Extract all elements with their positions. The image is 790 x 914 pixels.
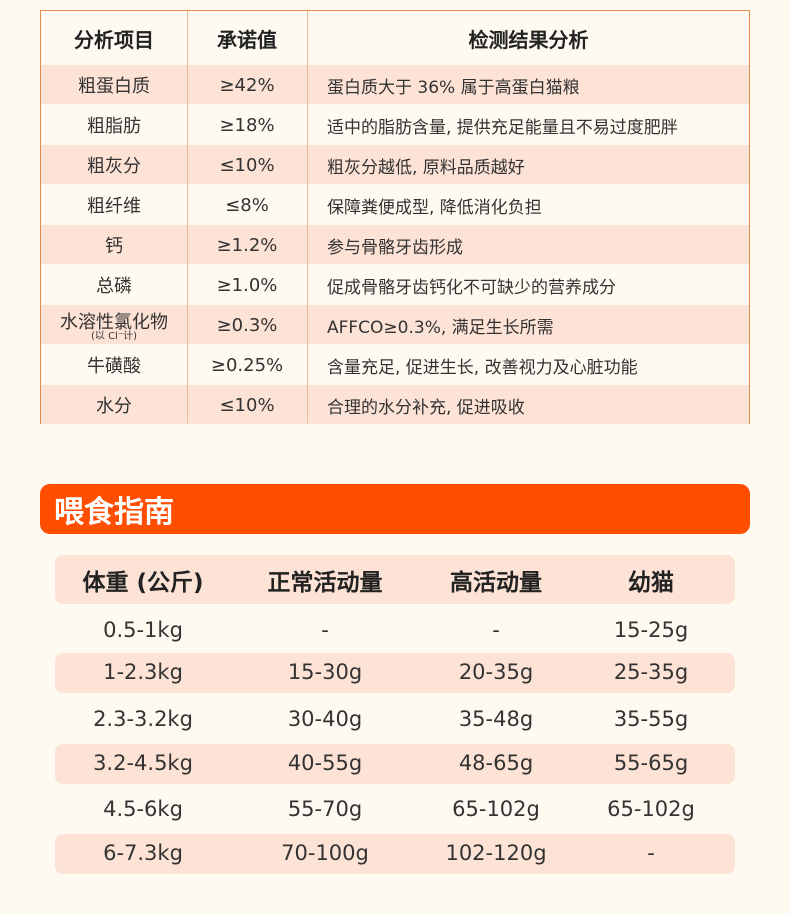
row-analysis: 保障粪便成型, 降低消化负担	[327, 197, 542, 218]
row-item: 粗蛋白质	[78, 76, 150, 97]
row-value: ≤10%	[219, 154, 275, 176]
row-cell: -	[492, 618, 500, 642]
row-cell: 4.5-6kg	[103, 797, 183, 821]
row-analysis: 蛋白质大于 36% 属于高蛋白猫粮	[327, 77, 580, 98]
row-cell: 15-25g	[613, 618, 689, 642]
row-value: ≥0.25%	[210, 354, 284, 376]
row-cell: 48-65g	[458, 751, 534, 775]
row-item: 粗脂肪	[87, 116, 141, 137]
row-cell: 3.2-4.5kg	[93, 751, 193, 775]
row-cell: -	[647, 841, 655, 865]
row-bg	[55, 744, 735, 784]
row-cell: 0.5-1kg	[103, 618, 183, 642]
row-cell: 6-7.3kg	[103, 841, 183, 865]
row-cell: 30-40g	[287, 707, 363, 731]
row-cell: 55-65g	[613, 751, 689, 775]
row-value: ≥1.2%	[216, 234, 278, 256]
row-value: ≥18%	[219, 114, 275, 136]
divider	[187, 11, 188, 423]
row-analysis: 合理的水分补充, 促进吸收	[327, 397, 525, 418]
row-analysis: 适中的脂肪含量, 提供充足能量且不易过度肥胖	[327, 117, 678, 138]
row-cell: 25-35g	[613, 660, 689, 684]
row-cell: 20-35g	[458, 660, 534, 684]
row-analysis: 促成骨骼牙齿钙化不可缺少的营养成分	[327, 277, 616, 298]
row-value: ≤8%	[225, 194, 269, 216]
row-bg	[41, 145, 749, 184]
row-cell: 2.3-3.2kg	[93, 707, 193, 731]
row-cell: 70-100g	[281, 841, 369, 865]
header-cell: 分析项目	[74, 27, 154, 52]
row-cell: 15-30g	[287, 660, 363, 684]
row-cell: 102-120g	[445, 841, 547, 865]
row-cell: 1-2.3kg	[103, 660, 183, 684]
header-cell: 承诺值	[217, 27, 277, 52]
row-analysis: 参与骨骼牙齿形成	[327, 237, 463, 258]
row-item-note: (以 Cl⁻计)	[90, 330, 138, 342]
row-item: 水溶性氯化物	[60, 312, 168, 333]
row-bg	[41, 385, 749, 424]
row-bg	[55, 653, 735, 693]
header-cell: 幼猫	[628, 569, 674, 596]
row-item: 总磷	[96, 276, 132, 297]
row-bg	[55, 834, 735, 874]
row-value: ≥42%	[219, 74, 275, 96]
section-title: 喂食指南	[40, 484, 750, 534]
row-bg	[41, 305, 749, 344]
row-bg	[41, 225, 749, 264]
row-item: 水分	[96, 396, 132, 417]
row-cell: -	[321, 618, 329, 642]
row-cell: 35-48g	[458, 707, 534, 731]
row-cell: 35-55g	[613, 707, 689, 731]
row-cell: 65-102g	[452, 797, 540, 821]
header-cell: 检测结果分析	[468, 27, 589, 52]
nutrition-table: 分析项目 承诺值 检测结果分析粗蛋白质 ≥42% 蛋白质大于 36% 属于高蛋白猫粮粗脂…	[40, 10, 750, 424]
row-item: 钙	[105, 236, 123, 257]
row-item: 牛磺酸	[87, 356, 141, 377]
header-cell: 体重 (公斤)	[82, 569, 204, 596]
row-value: ≥0.3%	[216, 314, 278, 336]
row-bg	[41, 65, 749, 104]
row-value: ≤10%	[219, 394, 275, 416]
divider	[307, 11, 308, 423]
row-cell: 65-102g	[607, 797, 695, 821]
row-item: 粗纤维	[87, 196, 141, 217]
row-analysis: AFFCO≥0.3%, 满足生长所需	[327, 317, 554, 338]
row-cell: 55-70g	[287, 797, 363, 821]
header-cell: 高活动量	[450, 569, 542, 596]
row-analysis: 粗灰分越低, 原料品质越好	[327, 157, 525, 178]
row-item: 粗灰分	[87, 156, 141, 177]
header-cell: 正常活动量	[267, 569, 383, 596]
row-cell: 40-55g	[287, 751, 363, 775]
header-bg	[55, 555, 735, 604]
row-analysis: 含量充足, 促进生长, 改善视力及心脏功能	[327, 357, 638, 378]
row-value: ≥1.0%	[216, 274, 278, 296]
